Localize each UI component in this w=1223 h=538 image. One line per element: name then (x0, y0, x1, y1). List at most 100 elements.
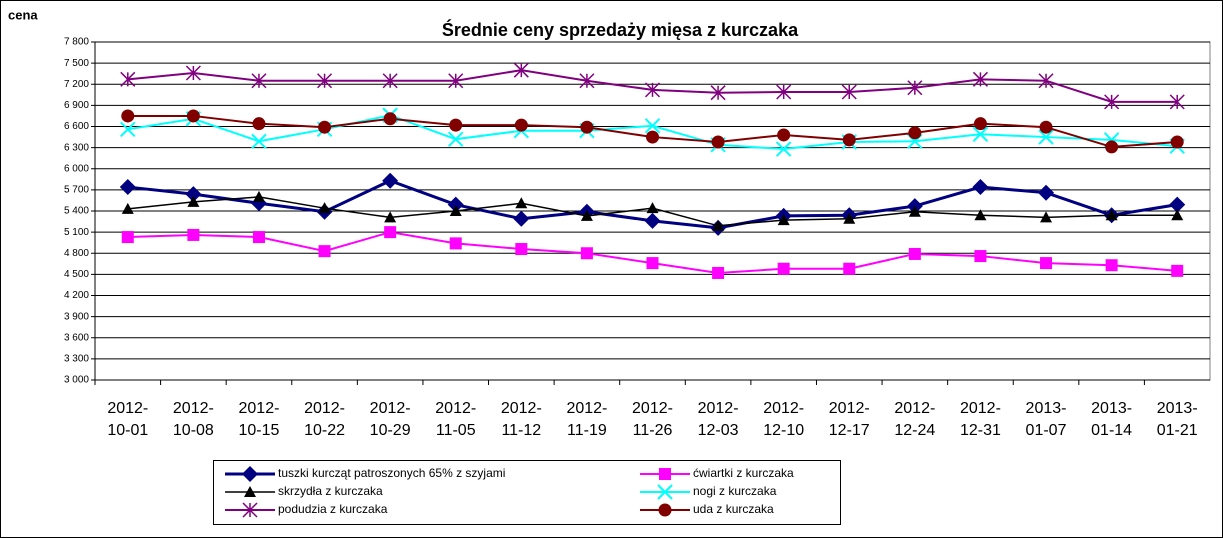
marker (384, 226, 397, 239)
marker (972, 179, 989, 196)
marker (711, 135, 725, 149)
y-tick-label: 3 600 (64, 332, 89, 343)
y-tick-label: 6 600 (64, 121, 89, 132)
x-tick-label: 2012-11-12 (500, 400, 542, 439)
x-tick-label: 2012-10-29 (369, 400, 411, 439)
x-tick-label: 2012-12-10 (763, 400, 805, 439)
marker (659, 468, 671, 480)
x-tick-label: 2013-01-21 (1156, 400, 1198, 439)
marker (777, 128, 791, 142)
marker (120, 71, 136, 87)
marker (318, 120, 332, 134)
marker (658, 503, 672, 517)
marker (382, 73, 398, 89)
marker (646, 130, 659, 144)
marker (1040, 257, 1053, 270)
y-tick-label: 7 500 (64, 58, 89, 69)
marker (317, 73, 333, 89)
marker (448, 73, 464, 89)
marker (1038, 73, 1054, 89)
x-tick-label: 2012-10-22 (304, 400, 345, 439)
marker (187, 228, 200, 241)
x-tick-label: 2012-11-05 (435, 400, 477, 439)
marker (449, 118, 463, 132)
y-tick-label: 4 800 (64, 248, 89, 259)
marker (974, 250, 987, 263)
marker (841, 84, 857, 100)
marker (908, 247, 921, 260)
marker (384, 211, 397, 223)
x-tick-label: 2013-01-14 (1091, 400, 1133, 439)
marker (644, 212, 661, 229)
y-tick-label: 4 500 (64, 269, 89, 280)
y-tick-label: 6 900 (64, 100, 89, 111)
marker (775, 141, 792, 157)
marker (972, 126, 989, 142)
marker (187, 195, 200, 207)
legend-label: podudzia z kurczaka (278, 502, 388, 516)
marker (1105, 209, 1118, 221)
marker (646, 202, 659, 214)
marker (382, 172, 399, 189)
marker (1169, 196, 1186, 213)
marker (251, 73, 267, 89)
y-tick-label: 4 200 (64, 290, 89, 301)
marker (1038, 184, 1055, 201)
marker (448, 131, 464, 147)
marker (242, 466, 258, 482)
x-tick-label: 2012-10-01 (107, 400, 149, 439)
marker (1171, 209, 1184, 221)
x-tick-label: 2012-12-03 (697, 400, 739, 439)
y-tick-label: 3 300 (64, 354, 89, 365)
marker (515, 243, 528, 256)
marker (513, 62, 529, 78)
marker (120, 121, 136, 138)
marker (908, 205, 921, 217)
y-tick-label: 7 200 (64, 79, 89, 90)
x-tick-label: 2012-12-17 (828, 400, 870, 439)
marker (513, 210, 530, 227)
marker (252, 190, 265, 202)
y-tick-label: 6 300 (64, 142, 89, 153)
marker (1169, 94, 1185, 110)
marker (121, 231, 134, 244)
x-tick-label: 2012-10-08 (172, 400, 214, 439)
x-tick-label: 2012-10-15 (238, 400, 280, 439)
y-tick-label: 5 100 (64, 227, 89, 238)
x-tick-label: 2013-01-07 (1025, 400, 1067, 439)
marker (1105, 259, 1118, 272)
marker (843, 262, 856, 275)
marker (121, 109, 135, 123)
marker (657, 484, 673, 500)
marker (1039, 120, 1053, 134)
marker (908, 126, 922, 140)
marker (580, 209, 593, 221)
marker (244, 486, 256, 497)
legend-label: uda z kurczaka (693, 502, 774, 516)
legend-label: tuszki kurcząt patroszonych 65% z szyjam… (278, 466, 505, 480)
marker (843, 212, 856, 224)
marker (1105, 140, 1119, 154)
x-tick-label: 2012-12-31 (959, 400, 1001, 439)
marker (185, 65, 201, 81)
marker (186, 109, 200, 123)
marker (973, 117, 987, 131)
legend-label: ćwiartki z kurczaka (693, 466, 794, 480)
marker (777, 214, 790, 226)
y-tick-label: 6 000 (64, 163, 89, 174)
legend-label: skrzydła z kurczaka (278, 484, 383, 498)
marker (974, 209, 987, 221)
y-tick-label: 7 800 (64, 37, 89, 48)
marker (119, 179, 136, 196)
marker (449, 205, 462, 216)
marker (777, 262, 790, 275)
marker (185, 186, 202, 203)
x-tick-label: 2012-11-19 (566, 400, 608, 439)
legend-label: nogi z kurczaka (693, 484, 777, 498)
marker (644, 118, 661, 134)
marker (712, 266, 725, 279)
marker (318, 202, 331, 214)
marker (447, 196, 464, 213)
marker (580, 247, 593, 260)
